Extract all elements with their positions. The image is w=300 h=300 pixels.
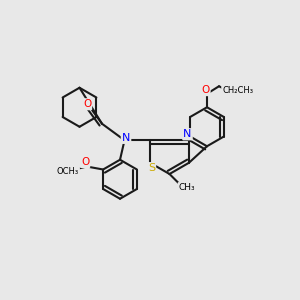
Text: CH₃: CH₃ [178, 183, 195, 192]
Text: O: O [81, 157, 89, 167]
Text: N: N [183, 129, 192, 139]
Text: N: N [122, 133, 130, 143]
Text: S: S [148, 163, 155, 173]
Text: O: O [83, 99, 91, 109]
Text: OCH₃: OCH₃ [57, 167, 79, 176]
Text: CH₂CH₃: CH₂CH₃ [222, 86, 253, 95]
Text: O: O [201, 85, 210, 95]
